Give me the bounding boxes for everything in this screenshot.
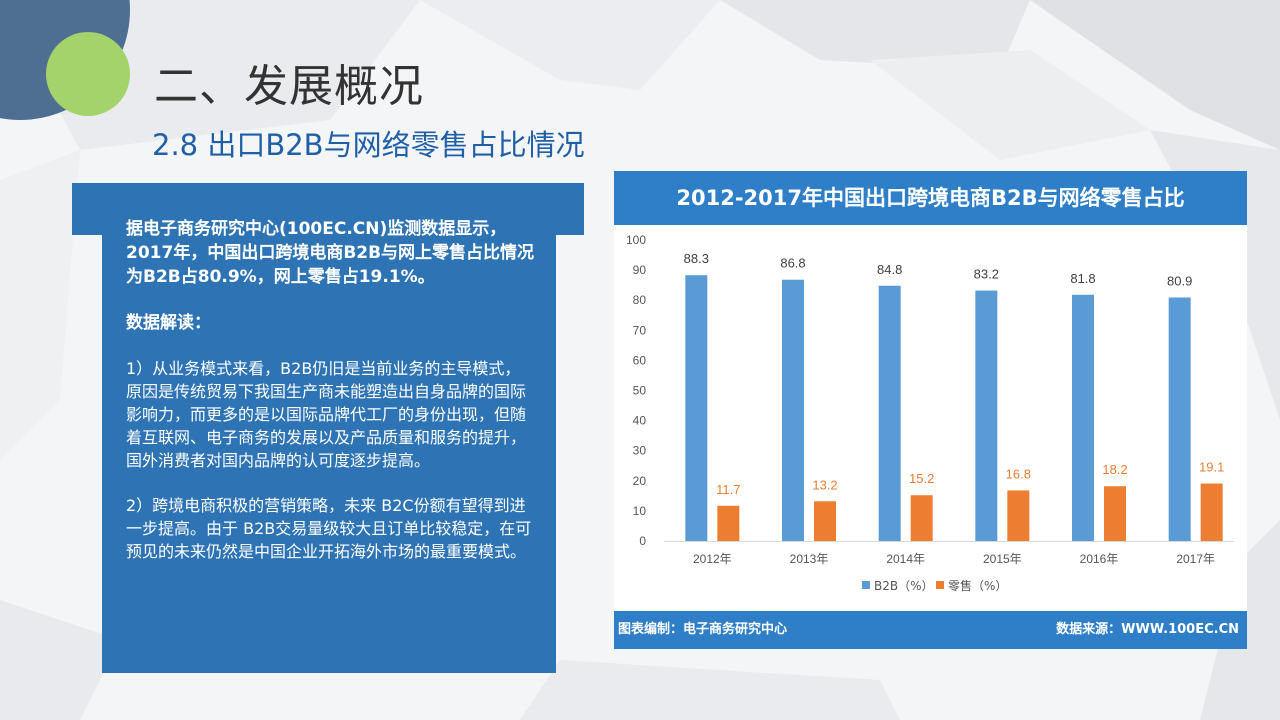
page-subtitle: 2.8 出口B2B与网络零售占比情况: [152, 128, 585, 162]
y-tick-label: 100: [626, 233, 646, 247]
x-tick-label: 2014年: [886, 552, 925, 566]
retail-data-label: 18.2: [1102, 462, 1127, 477]
b2b-data-label: 84.8: [877, 262, 902, 277]
retail-data-label: 13.2: [812, 477, 837, 492]
legend-swatch-retail: [936, 581, 944, 589]
b2b-bar: [878, 285, 901, 541]
y-tick-label: 50: [633, 384, 647, 398]
bar-chart: 0 10 20 30 40 50 60 70 80 90 100 88.3 11.7 2012年 86.8 1…: [626, 233, 1234, 593]
retail-bar: [814, 501, 836, 541]
chart-card: 2012-2017年中国出口跨境电商B2B与网络零售占比 0 10 20 30 40 50…: [614, 171, 1247, 649]
legend-label-b2b: B2B（%）: [874, 579, 934, 593]
legend-label-retail: 零售（%）: [948, 578, 1007, 593]
y-tick-label: 10: [633, 504, 647, 518]
y-tick-label: 20: [633, 474, 647, 488]
panel-background: [72, 183, 584, 673]
retail-bar: [1200, 483, 1223, 541]
summary-panel: 据电子商务研究中心(100EC.CN)监测数据显示，2017年，中国出口跨境电商…: [72, 183, 584, 673]
chart-title: 2012-2017年中国出口跨境电商B2B与网络零售占比: [614, 171, 1247, 225]
x-tick-label: 2012年: [693, 552, 732, 566]
x-tick-label: 2013年: [790, 552, 829, 566]
legend-swatch-b2b: [862, 581, 870, 589]
retail-bar: [1104, 486, 1126, 541]
retail-bar: [717, 505, 740, 541]
b2b-bar: [1168, 297, 1191, 541]
retail-bar: [910, 495, 933, 541]
y-tick-label: 0: [639, 534, 646, 548]
decor-green-circle: [46, 32, 130, 116]
b2b-data-label: 80.9: [1167, 273, 1192, 288]
x-tick-label: 2016年: [1080, 552, 1119, 566]
b2b-data-label: 81.8: [1070, 271, 1095, 286]
y-tick-label: 40: [633, 414, 647, 428]
b2b-data-label: 88.3: [684, 251, 709, 266]
retail-data-label: 19.1: [1199, 460, 1224, 475]
retail-data-label: 11.7: [716, 482, 740, 497]
y-tick-label: 60: [633, 353, 647, 367]
x-tick-label: 2017年: [1176, 552, 1215, 566]
analysis-point-2: 2）跨境电商积极的营销策略，未来 B2C份额有望得到进一步提高。由于 B2B交易…: [126, 496, 532, 561]
b2b-data-label: 83.2: [974, 267, 999, 282]
b2b-bar: [782, 279, 804, 541]
retail-data-label: 16.8: [1006, 466, 1031, 481]
analysis-point-1: 1）从业务模式来看，B2B仍旧是当前业务的主导模式，原因是传统贸易下我国生产商未…: [126, 359, 527, 470]
y-tick-label: 30: [633, 444, 647, 458]
b2b-bar: [1072, 294, 1094, 541]
y-tick-label: 70: [633, 323, 647, 337]
retail-bar: [1007, 490, 1030, 541]
page-title: 二、发展概况: [154, 61, 424, 112]
panel-text: 据电子商务研究中心(100EC.CN)监测数据显示，2017年，中国出口跨境电商…: [126, 217, 536, 563]
b2b-bar: [685, 275, 708, 541]
chart-compiler-note: 图表编制：电子商务研究中心: [618, 622, 788, 637]
intro-paragraph: 据电子商务研究中心(100EC.CN)监测数据显示，2017年，中国出口跨境电商…: [126, 219, 535, 287]
x-tick-label: 2015年: [983, 552, 1022, 566]
analysis-heading: 数据解读：: [126, 313, 211, 333]
chart-footer: 图表编制：电子商务研究中心 数据来源：WWW.100EC.CN: [614, 611, 1247, 649]
y-tick-label: 90: [633, 263, 647, 277]
retail-data-label: 15.2: [909, 471, 934, 486]
chart-source-note: 数据来源：WWW.100EC.CN: [1056, 622, 1239, 637]
y-tick-label: 80: [633, 293, 647, 307]
b2b-data-label: 86.8: [780, 256, 805, 271]
b2b-bar: [975, 290, 998, 541]
